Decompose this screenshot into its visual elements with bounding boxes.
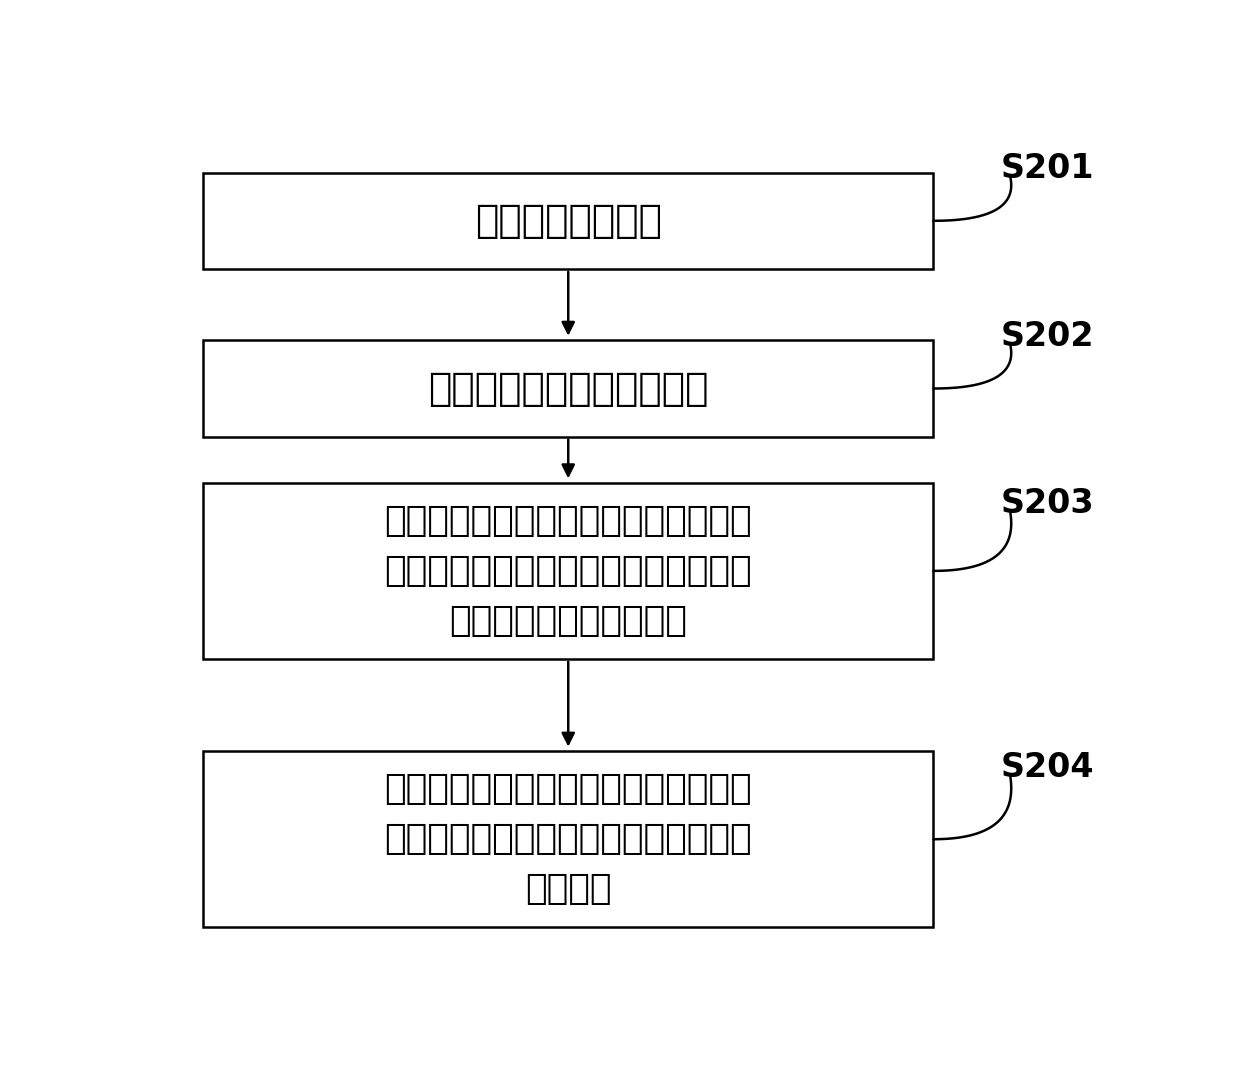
FancyBboxPatch shape xyxy=(203,340,934,437)
Text: S202: S202 xyxy=(1001,319,1094,353)
Text: 若当前处于联网状态，则从预设的接口
地址对应数据源端，获取所述考生标识
信息对应的考生属性信息: 若当前处于联网状态，则从预设的接口 地址对应数据源端，获取所述考生标识 信息对应… xyxy=(384,504,751,638)
FancyBboxPatch shape xyxy=(203,172,934,269)
Text: S204: S204 xyxy=(1001,751,1094,784)
FancyBboxPatch shape xyxy=(203,751,934,928)
Text: S203: S203 xyxy=(1001,487,1095,521)
Text: 获取考生标识信息: 获取考生标识信息 xyxy=(475,201,662,240)
Text: 检测当前是否处于联网状态: 检测当前是否处于联网状态 xyxy=(428,369,708,407)
FancyBboxPatch shape xyxy=(203,482,934,659)
Text: S201: S201 xyxy=(1001,151,1094,185)
Text: 若当前未处于联网状态，则从本地数据
库中获取所述考生标识信息对应的考生
属性信息: 若当前未处于联网状态，则从本地数据 库中获取所述考生标识信息对应的考生 属性信息 xyxy=(384,772,751,906)
